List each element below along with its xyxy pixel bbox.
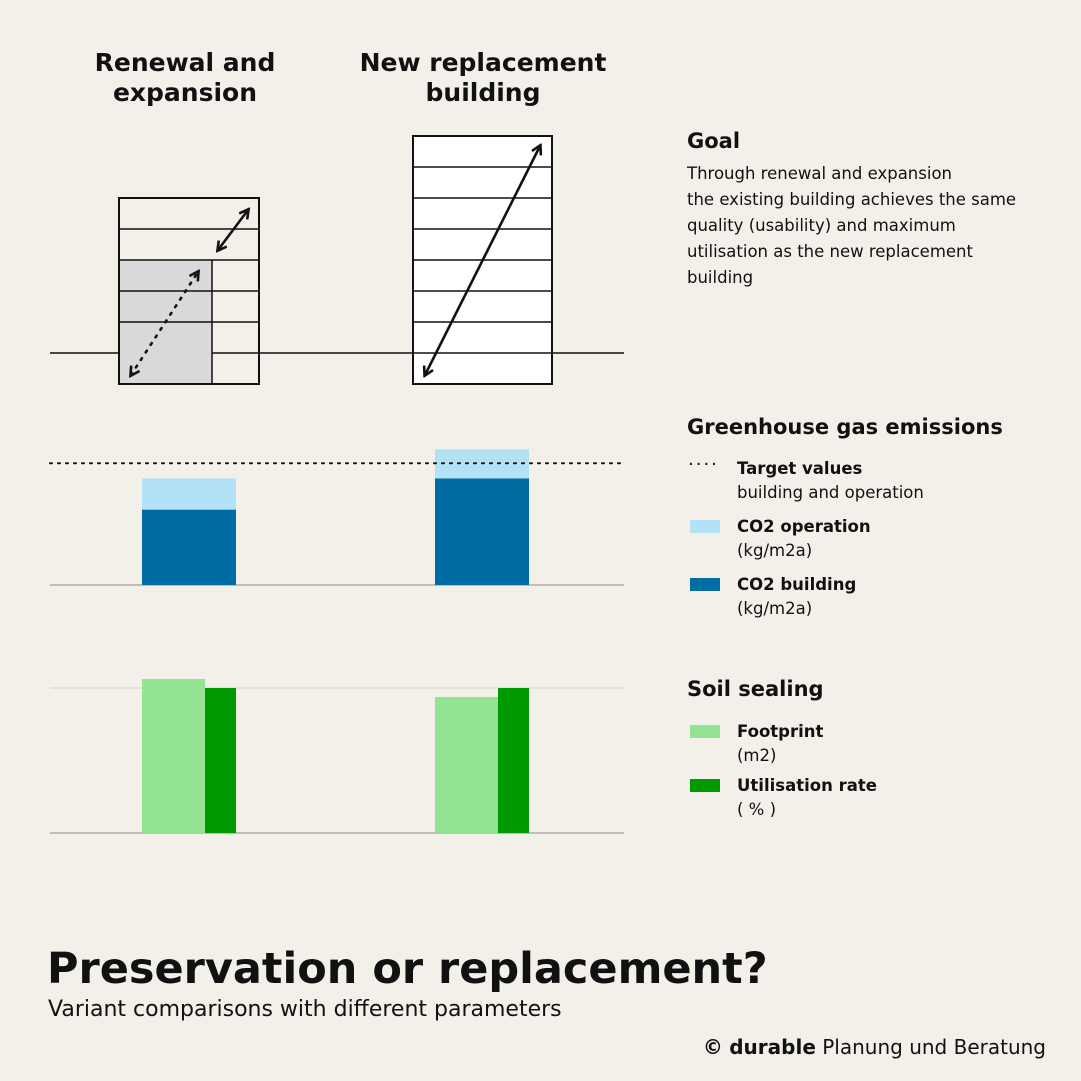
legend-sub-utilisation: ( % ) — [737, 800, 777, 819]
target-dots-icon: ···· — [688, 454, 719, 475]
ghg-bar-co2-building-renewal-and-expansion — [142, 509, 236, 585]
credit: © durable Planung und Beratung — [703, 1034, 1046, 1060]
goal-line: Through renewal and expansion — [687, 164, 952, 183]
soil-legend-title: Soil sealing — [687, 677, 824, 701]
ghg-emissions-chart — [50, 449, 624, 586]
legend-sub-co2-building: (kg/m2a) — [737, 599, 813, 618]
main-title: Preservation or replacement? — [47, 944, 768, 994]
legend-sub-footprint: (m2) — [737, 746, 777, 765]
goal-line: utilisation as the new replacement — [687, 242, 973, 261]
legend-swatch-footprint — [690, 725, 720, 738]
existing-dotted-arrow — [131, 272, 198, 375]
copyright-symbol: © — [702, 1035, 723, 1059]
ghg-bar-co2-operation-renewal-and-expansion — [142, 478, 236, 510]
legend-label-target: Target values — [737, 459, 863, 478]
goal-line: building — [687, 268, 754, 287]
goal-line: quality (usability) and maximum — [687, 216, 956, 235]
goal-title: Goal — [687, 129, 741, 153]
legend-label-co2-operation: CO2 operation — [737, 517, 871, 536]
renewal-building-diagram — [118, 197, 260, 385]
legend-sub-co2-operation: (kg/m2a) — [737, 541, 813, 560]
legend-swatch-co2-operation — [690, 520, 720, 533]
legend-label-footprint: Footprint — [737, 722, 824, 741]
legend-sub-target: building and operation — [737, 483, 924, 502]
soil-bar-utilisation-rate-new-replacement-building — [498, 688, 529, 833]
replacement-arrow — [425, 146, 540, 375]
soil-bar-utilisation-rate-renewal-and-expansion — [205, 688, 236, 833]
soil-bar-footprint-renewal-and-expansion — [142, 679, 205, 833]
column-title-replacement: New replacement building — [359, 48, 607, 107]
goal-line: the existing building achieves the same — [687, 190, 1017, 209]
soil-sealing-chart — [50, 679, 624, 834]
ghg-bar-co2-building-new-replacement-building — [435, 478, 529, 585]
ghg-legend-title: Greenhouse gas emissions — [687, 415, 1003, 439]
subtitle: Variant comparisons with different param… — [48, 997, 562, 1022]
expansion-arrow — [218, 210, 248, 250]
legend-label-co2-building: CO2 building — [737, 575, 857, 594]
soil-bar-footprint-new-replacement-building — [435, 697, 498, 833]
replacement-building-diagram — [412, 135, 553, 385]
legend-label-utilisation: Utilisation rate — [737, 776, 877, 795]
credit-rest: Planung und Beratung — [822, 1035, 1046, 1059]
credit-brand: durable — [729, 1035, 816, 1059]
legend-swatch-co2-building — [690, 578, 720, 591]
goal-description: Through renewal and expansion the existi… — [687, 161, 1047, 291]
column-title-renewal: Renewal and expansion — [94, 48, 276, 107]
legend-swatch-utilisation — [690, 779, 720, 792]
